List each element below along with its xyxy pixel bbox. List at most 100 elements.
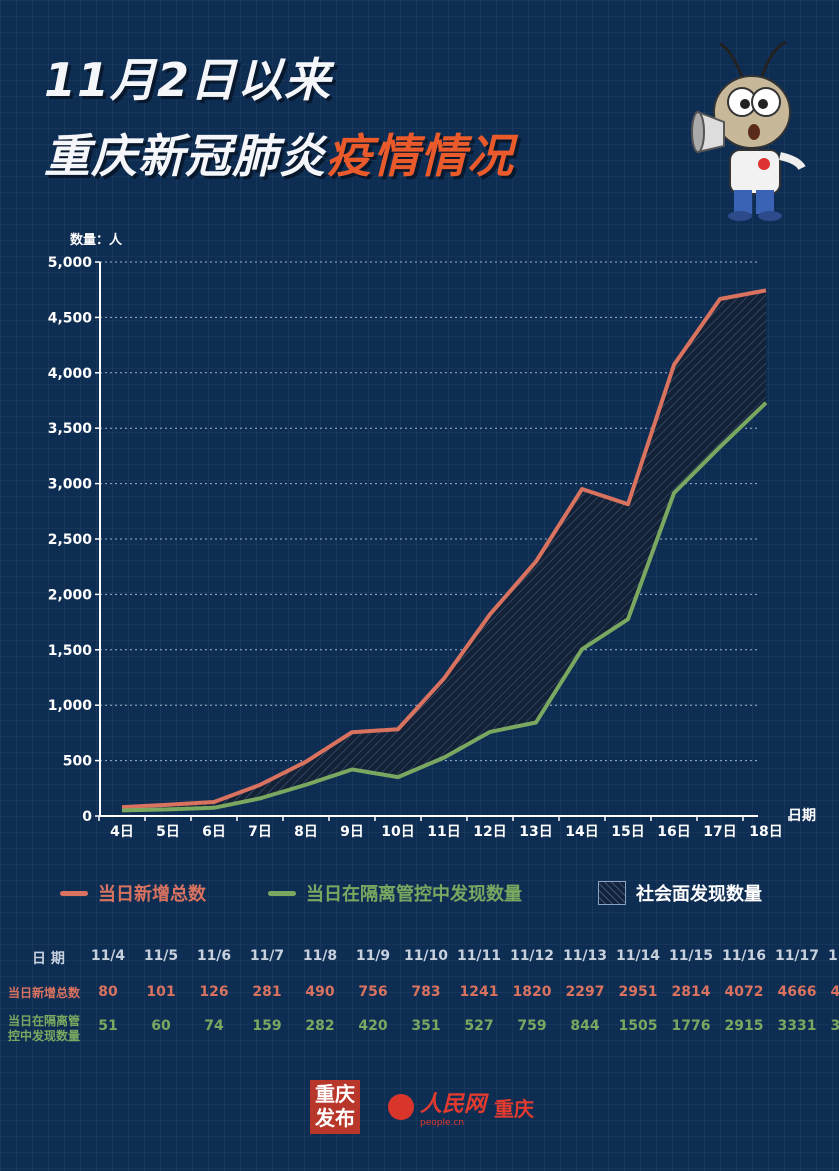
table-date-cell: 11/10 (403, 948, 449, 964)
y-tick-label: 4,500 (48, 310, 93, 326)
people-logo-icon (388, 1094, 414, 1120)
table-date-cell: 11/13 (562, 948, 608, 964)
table-quarantine-cell: 351 (411, 1018, 441, 1034)
table-date-cell: 11/6 (196, 948, 232, 964)
chongqing-release-logo: 重庆发布 (310, 1080, 360, 1134)
table-total-cell: 756 (358, 984, 388, 1000)
y-tick-label: 2,500 (48, 532, 93, 548)
legend-social-swatch (598, 881, 626, 905)
table-date-cell: 11/11 (456, 948, 502, 964)
table-date-cell: 11/16 (721, 948, 767, 964)
people-logo-name: 人民网 (420, 1091, 487, 1117)
x-axis-label: 日期 (788, 808, 816, 824)
table-quarantine-cell: 844 (570, 1018, 600, 1034)
table-quarantine-cell: 60 (151, 1018, 171, 1034)
legend-quarantine: 当日在隔离管控中发现数量 (268, 880, 522, 906)
x-tick-label: 12日 (473, 824, 506, 840)
table-total-cell: 80 (98, 984, 118, 1000)
people-logo: 人民网 people.cn 重庆 (388, 1086, 534, 1128)
table-total-cell: 783 (411, 984, 441, 1000)
y-tick-label: 5,000 (48, 255, 93, 271)
x-tick-label: 5日 (156, 824, 180, 840)
x-tick-label: 10日 (381, 824, 414, 840)
table-date-cell: 11/5 (143, 948, 179, 964)
table-date-cell: 11/4 (90, 948, 126, 964)
table-date-cell: 11/14 (615, 948, 661, 964)
people-logo-city: 重庆 (494, 1096, 535, 1121)
table-quarantine-label-2: 控中发现数量 (8, 1029, 81, 1043)
table-date-cell: 11/12 (509, 948, 555, 964)
table-total-cell: 4072 (724, 984, 764, 1000)
table-quarantine-cell: 282 (305, 1018, 335, 1034)
table-quarantine-cell: 3730 (830, 1018, 839, 1034)
table-row-quarantine: 当日在隔离管 控中发现数量 51 60 74 159 282 420 351 527 759 84… (0, 1014, 839, 1048)
y-tick-label: 500 (63, 754, 92, 770)
legend-total-swatch (60, 890, 88, 896)
table-date-cell: 11/7 (249, 948, 285, 964)
table-quarantine-label: 当日在隔离管 控中发现数量 (8, 1014, 80, 1044)
x-tick-label: 6日 (202, 824, 226, 840)
table-total-cell: 4666 (777, 984, 817, 1000)
x-tick-label: 11日 (427, 824, 460, 840)
table-total-cell: 4744 (830, 984, 839, 1000)
y-tick-label: 1,500 (48, 643, 93, 659)
table-quarantine-cell: 74 (204, 1018, 224, 1034)
y-tick-label: 3,000 (48, 477, 93, 493)
x-tick-label: 8日 (294, 824, 318, 840)
table-quarantine-cell: 159 (252, 1018, 282, 1034)
table-total-cell: 2951 (618, 984, 658, 1000)
line-chart: 数量：人 日期 0 500 1,000 1,500 2,000 2,500 3,000 3,5… (48, 232, 816, 840)
x-tick-label: 7日 (248, 824, 272, 840)
table-total-cell: 1241 (459, 984, 499, 1000)
y-tick-labels: 0 500 1,000 1,500 2,000 2,500 3,000 3,500 4,000 4… (48, 255, 100, 825)
y-tick-label: 3,500 (48, 421, 93, 437)
title-line-1: 11月2日以来 (44, 53, 332, 107)
title-line-2: 重庆新冠肺炎疫情情况 (44, 128, 514, 184)
y-tick-label: 2,000 (48, 587, 93, 603)
legend-quarantine-swatch (268, 890, 296, 896)
table-quarantine-cell: 2915 (724, 1018, 764, 1034)
legend-social-label: 社会面发现数量 (636, 884, 762, 905)
ant-mascot-icon (691, 40, 806, 221)
title-main: 重庆新冠肺炎 (44, 129, 326, 183)
table-total-cell: 126 (199, 984, 229, 1000)
table-quarantine-cell: 527 (464, 1018, 494, 1034)
table-row-total: 当日新增总数 80 101 126 281 490 756 783 1241 1820 2297 2… (0, 984, 839, 1014)
x-tick-label: 16日 (657, 824, 690, 840)
table-date-cell: 11/9 (355, 948, 391, 964)
legend-quarantine-label: 当日在隔离管控中发现数量 (306, 884, 522, 905)
x-tick-label: 15日 (611, 824, 644, 840)
table-total-cell: 2814 (671, 984, 711, 1000)
table-date-cell: 11/17 (774, 948, 820, 964)
table-total-cell: 101 (146, 984, 176, 1000)
table-quarantine-label-1: 当日在隔离管 (8, 1014, 81, 1028)
y-axis-label: 数量：人 (70, 232, 123, 248)
table-total-cell: 490 (305, 984, 335, 1000)
people-logo-sub: people.cn (420, 1118, 465, 1128)
social-area-fill (122, 290, 766, 811)
table-quarantine-cell: 51 (98, 1018, 118, 1034)
legend-total-label: 当日新增总数 (98, 884, 206, 905)
legend-total: 当日新增总数 (60, 880, 206, 906)
series-line-total (121, 288, 767, 810)
title-highlight: 疫情情况 (326, 129, 514, 183)
table-date-cell: 11/15 (668, 948, 714, 964)
y-tick-label: 1,000 (48, 698, 93, 714)
table-quarantine-cell: 420 (358, 1018, 388, 1034)
table-total-label: 当日新增总数 (8, 986, 81, 1000)
table-total-cell: 281 (252, 984, 282, 1000)
table-header-label: 日 期 (32, 951, 65, 967)
table-quarantine-cell: 759 (517, 1018, 547, 1034)
series-line-quarantine (121, 401, 768, 813)
table-date-cell: 11/18 (827, 948, 839, 964)
table-date-cell: 11/8 (302, 948, 338, 964)
y-tick-label: 4,000 (48, 366, 93, 382)
x-tick-label: 14日 (565, 824, 598, 840)
table-quarantine-cell: 1776 (671, 1018, 711, 1034)
x-tick-label: 9日 (340, 824, 364, 840)
x-tick-labels: 4日 5日 6日 7日 8日 9日 10日 11日 12日 13日 14日 15日 16日 17日 18日 (98, 816, 790, 840)
x-tick-label: 13日 (519, 824, 552, 840)
y-tick-label: 0 (82, 809, 92, 825)
table-quarantine-cell: 3331 (777, 1018, 817, 1034)
x-tick-label: 18日 (749, 824, 782, 840)
